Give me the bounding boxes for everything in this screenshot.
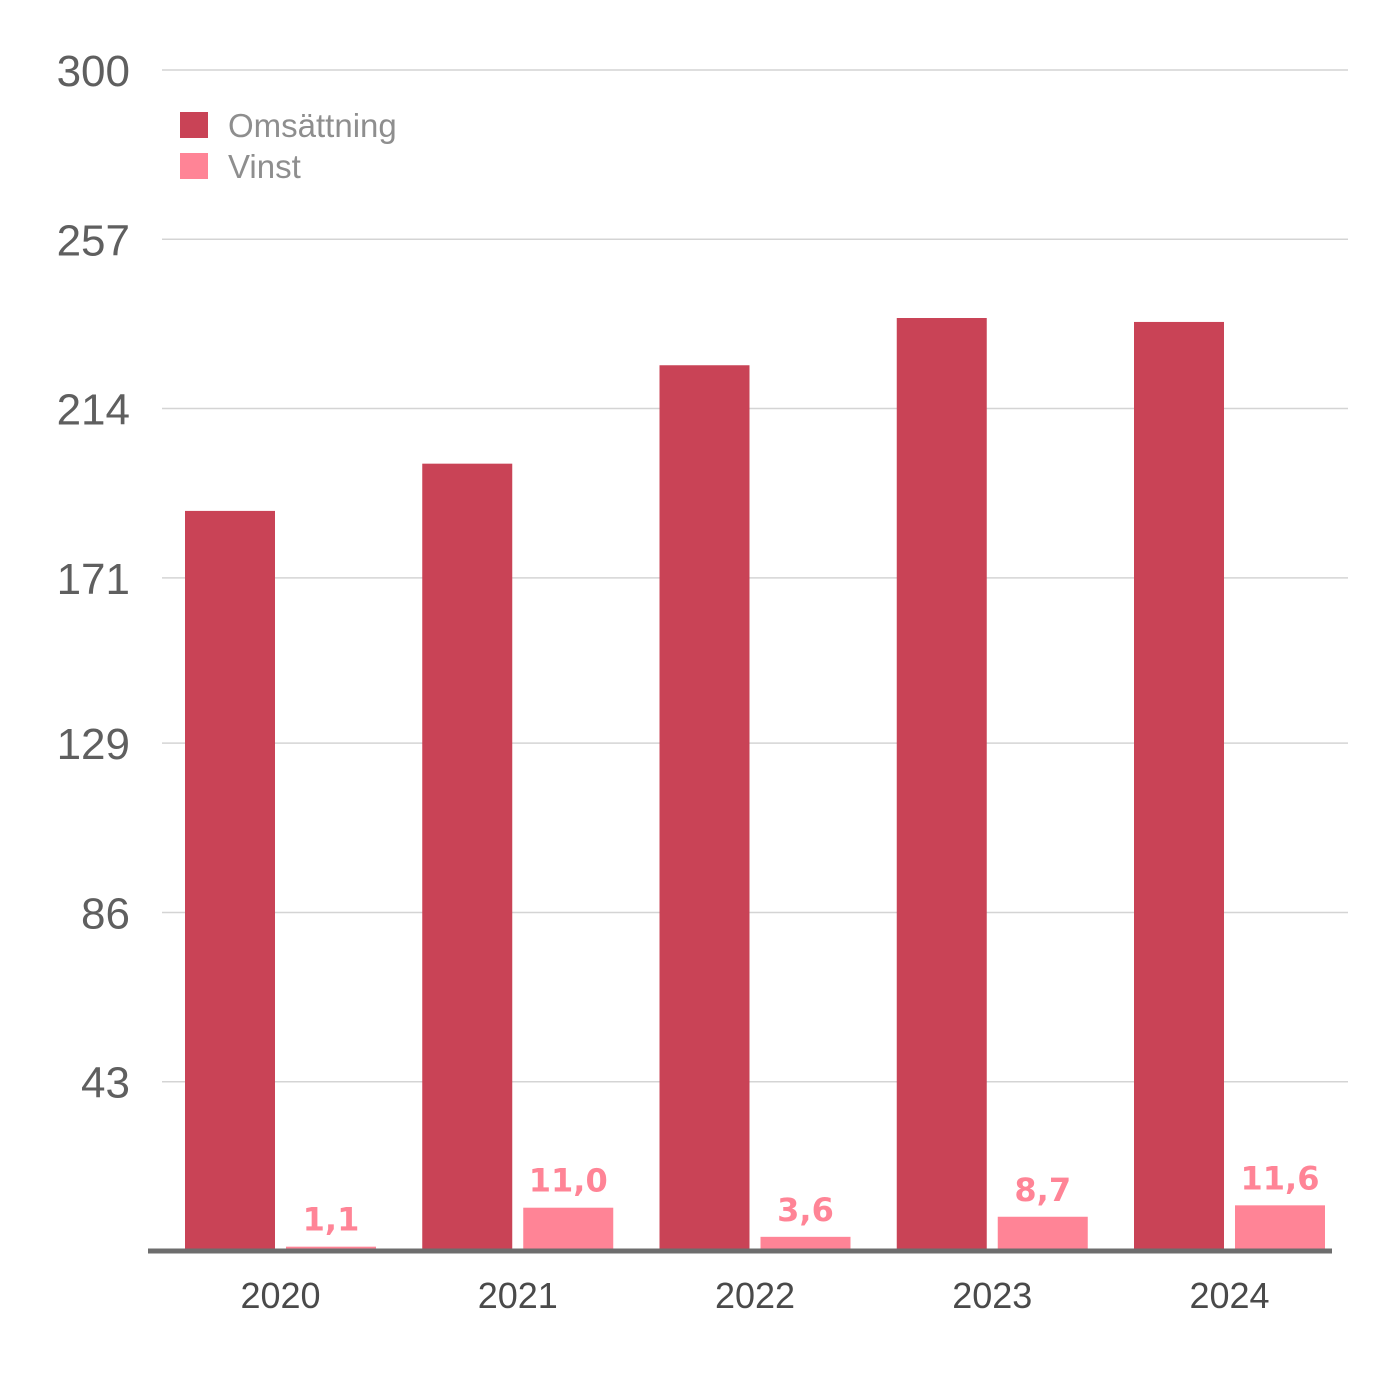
bar-vinst-2024 — [1235, 1205, 1325, 1251]
y-axis-ticks: 43 86 129 171 214 257 300 — [57, 47, 130, 1108]
x-tick-label-2020: 2020 — [240, 1275, 320, 1316]
y-tick-label: 171 — [57, 555, 130, 604]
legend-label-omsattning: Omsättning — [228, 107, 397, 144]
bar-omsattning-2023 — [896, 318, 987, 1251]
data-label-vinst-2024: 11,6 — [1241, 1159, 1320, 1197]
legend: Omsättning Vinst — [180, 107, 397, 185]
legend-label-vinst: Vinst — [228, 148, 301, 185]
x-tick-label-2024: 2024 — [1189, 1275, 1269, 1316]
bar-omsattning-2021 — [422, 463, 513, 1252]
data-labels: 1,1 11,0 3,6 8,7 11,6 — [303, 1159, 1320, 1238]
x-tick-label-2022: 2022 — [715, 1275, 795, 1316]
data-label-vinst-2022: 3,6 — [777, 1191, 834, 1229]
y-tick-label: 300 — [57, 47, 130, 96]
legend-swatch-vinst — [180, 153, 208, 179]
y-tick-label: 257 — [57, 216, 130, 265]
bar-vinst-2023 — [997, 1216, 1088, 1251]
data-label-vinst-2020: 1,1 — [303, 1201, 360, 1239]
y-tick-label: 129 — [57, 720, 130, 769]
x-tick-label-2023: 2023 — [952, 1275, 1032, 1316]
y-tick-label: 86 — [81, 889, 130, 938]
bar-omsattning-2022 — [659, 365, 750, 1251]
data-label-vinst-2023: 8,7 — [1014, 1171, 1071, 1209]
legend-swatch-omsattning — [180, 112, 208, 138]
x-axis-ticks: 2020 2021 2022 2023 2024 — [240, 1275, 1269, 1316]
bar-vinst-2022 — [760, 1236, 851, 1251]
bars — [185, 318, 1325, 1252]
y-tick-label: 214 — [57, 386, 130, 435]
y-tick-label: 43 — [81, 1059, 130, 1108]
bar-omsattning-2024 — [1134, 321, 1224, 1251]
x-tick-label-2021: 2021 — [478, 1275, 558, 1316]
gridlines — [162, 69, 1348, 1083]
bar-vinst-2021 — [523, 1207, 614, 1251]
data-label-vinst-2021: 11,0 — [529, 1162, 608, 1200]
bar-omsattning-2020 — [185, 510, 275, 1251]
